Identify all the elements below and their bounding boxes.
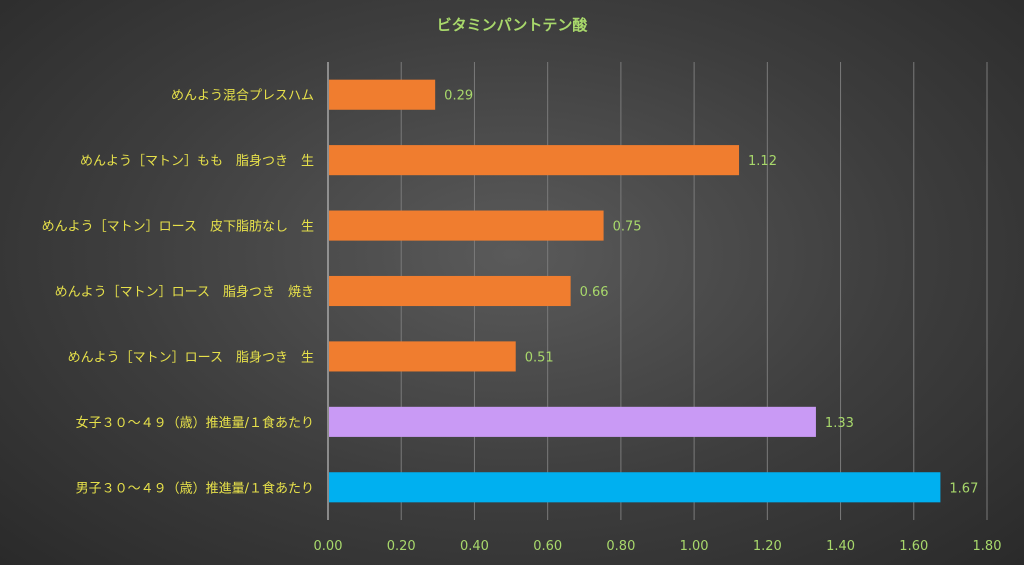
x-axis-ticks: 0.00 0.20 0.40 0.60 0.80 1.00 1.20 1.40 1.60 1.80 [314,539,1002,554]
data-label: 1.67 [949,481,978,496]
x-tick-label: 0.40 [460,539,489,554]
bar [329,341,516,372]
category-label: めんよう混合プレスハム [171,89,314,104]
bar [329,275,571,307]
x-tick-label: 0.20 [387,539,416,554]
category-label: めんよう［マトン］ロース 皮下脂肪なし 生 [42,219,314,235]
bar [329,210,604,241]
chart-title: ビタミンパントテン酸 [437,16,589,34]
x-tick-label: 1.00 [680,539,709,554]
x-tick-label: 0.00 [314,539,343,554]
x-tick-label: 1.40 [826,539,855,554]
category-label: めんよう［マトン］ロース 脂身つき 生 [68,349,314,365]
data-labels: 0.29 1.12 0.75 0.66 0.51 1.33 1.67 [444,89,978,497]
category-label: 女子３０～４９（歳）推進量/１食あたり [76,415,314,431]
bar [329,79,436,110]
category-label: 男子３０～４９（歳）推進量/１食あたり [76,480,314,496]
category-label: めんよう［マトン］もも 脂身つき 生 [80,153,314,169]
grid-lines [400,62,988,520]
x-tick-label: 1.60 [899,539,928,554]
x-tick-label: 1.80 [973,539,1002,554]
category-label: めんよう［マトン］ロース 脂身つき 焼き [55,284,314,300]
data-label: 1.12 [748,154,777,169]
bar [329,145,740,176]
data-label: 1.33 [825,416,854,431]
data-label: 0.66 [580,285,609,300]
data-label: 0.29 [444,89,473,104]
x-tick-label: 0.60 [533,539,562,554]
data-label: 0.75 [613,220,642,235]
x-tick-label: 0.80 [606,539,635,554]
x-tick-label: 1.20 [753,539,782,554]
bars [329,79,941,503]
bar [329,472,941,503]
data-label: 0.51 [525,350,554,365]
bar [329,406,816,437]
